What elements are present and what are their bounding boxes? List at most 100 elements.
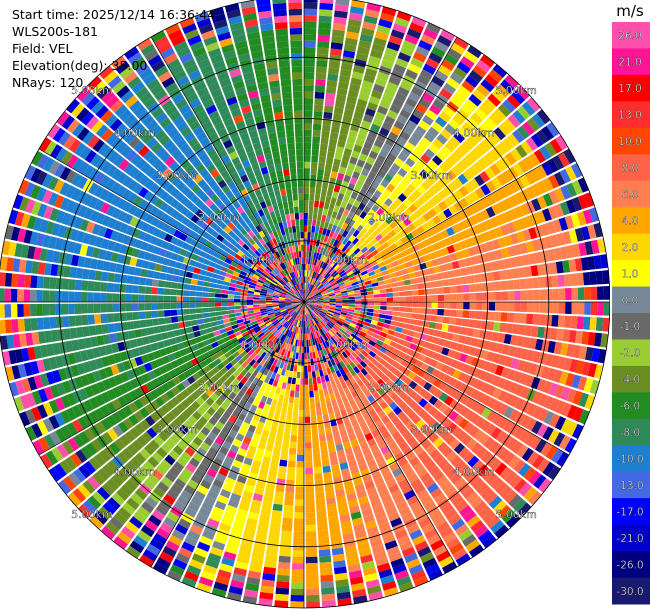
velocity-cell: [126, 275, 134, 284]
velocity-cell: [362, 238, 370, 247]
velocity-cell: [71, 202, 82, 216]
velocity-cell: [322, 341, 328, 349]
velocity-cell: [11, 273, 19, 287]
velocity-cell: [240, 340, 248, 347]
velocity-cell: [298, 307, 302, 314]
velocity-cell: [385, 396, 394, 406]
velocity-cell: [452, 547, 468, 561]
velocity-cell: [425, 109, 438, 121]
velocity-cell: [566, 421, 578, 437]
velocity-cell: [571, 302, 579, 315]
velocity-cell: [595, 270, 604, 285]
velocity-cell: [385, 378, 394, 387]
velocity-cell: [111, 474, 124, 487]
velocity-cell: [309, 390, 314, 398]
velocity-cell: [291, 325, 295, 332]
velocity-cell: [112, 303, 120, 312]
velocity-cell: [268, 391, 275, 399]
velocity-cell: [355, 336, 363, 343]
velocity-cell: [292, 409, 299, 417]
velocity-cell: [375, 419, 384, 429]
velocity-cell: [304, 346, 307, 353]
velocity-cell: [183, 290, 190, 296]
velocity-cell: [513, 313, 521, 324]
velocity-cell: [201, 334, 209, 341]
velocity-cell: [293, 319, 298, 326]
velocity-cell: [116, 451, 129, 465]
velocity-cell: [316, 511, 327, 519]
velocity-cell: [176, 413, 187, 424]
velocity-cell: [324, 283, 331, 288]
velocity-cell: [330, 48, 342, 57]
velocity-cell: [100, 404, 111, 417]
velocity-cell: [368, 217, 376, 226]
velocity-cell: [232, 370, 240, 378]
velocity-cell: [155, 408, 166, 419]
velocity-cell: [175, 213, 185, 223]
velocity-cell: [128, 390, 139, 401]
velocity-cell: [590, 302, 598, 316]
velocity-cell: [418, 353, 427, 362]
velocity-cell: [344, 216, 352, 225]
velocity-cell: [195, 297, 203, 302]
velocity-cell: [329, 298, 336, 301]
velocity-cell: [409, 425, 420, 435]
velocity-cell: [316, 323, 322, 330]
velocity-cell: [262, 284, 269, 289]
velocity-cell: [117, 408, 128, 421]
velocity-cell: [364, 572, 379, 583]
velocity-cell: [209, 484, 221, 495]
velocity-cell: [305, 473, 314, 481]
velocity-cell: [67, 352, 77, 365]
velocity-cell: [349, 227, 356, 235]
velocity-cell: [285, 296, 292, 299]
velocity-cell: [209, 312, 216, 317]
velocity-cell: [444, 302, 451, 309]
velocity-cell: [313, 383, 318, 391]
velocity-cell: [66, 407, 77, 421]
velocity-cell: [295, 352, 299, 360]
velocity-cell: [217, 569, 232, 580]
velocity-cell: [442, 374, 452, 384]
velocity-cell: [43, 386, 54, 401]
velocity-cell: [181, 467, 193, 479]
velocity-cell: [352, 229, 360, 238]
velocity-cell: [536, 423, 549, 438]
velocity-cell: [346, 557, 360, 567]
velocity-cell: [405, 296, 413, 302]
velocity-cell: [33, 374, 44, 389]
velocity-cell: [378, 193, 388, 203]
velocity-cell: [284, 369, 290, 377]
velocity-cell: [292, 304, 299, 308]
velocity-cell: [385, 505, 398, 516]
velocity-cell: [333, 16, 347, 25]
velocity-cell: [247, 396, 255, 405]
velocity-cell: [498, 448, 511, 461]
velocity-cell: [291, 311, 296, 317]
velocity-cell: [468, 425, 480, 438]
velocity-cell: [288, 317, 293, 323]
velocity-cell: [422, 114, 434, 126]
velocity-cell: [334, 100, 345, 109]
velocity-cell: [397, 193, 407, 203]
velocity-cell: [475, 187, 486, 199]
velocity-cell: [269, 364, 276, 372]
velocity-cell: [171, 386, 181, 396]
velocity-cell: [177, 342, 185, 350]
velocity-cell: [156, 447, 168, 459]
velocity-cell: [232, 459, 243, 469]
velocity-cell: [105, 132, 118, 146]
velocity-cell: [295, 319, 299, 327]
velocity-cell: [294, 332, 298, 340]
velocity-cell: [341, 180, 349, 189]
velocity-cell: [521, 447, 534, 462]
velocity-cell: [553, 247, 562, 261]
velocity-cell: [405, 290, 413, 296]
velocity-cell: [467, 319, 476, 328]
velocity-cell: [272, 297, 279, 300]
velocity-cell: [286, 307, 293, 311]
velocity-cell: [162, 545, 177, 558]
velocity-cell: [42, 303, 50, 316]
velocity-cell: [386, 251, 395, 258]
velocity-cell: [316, 302, 324, 304]
